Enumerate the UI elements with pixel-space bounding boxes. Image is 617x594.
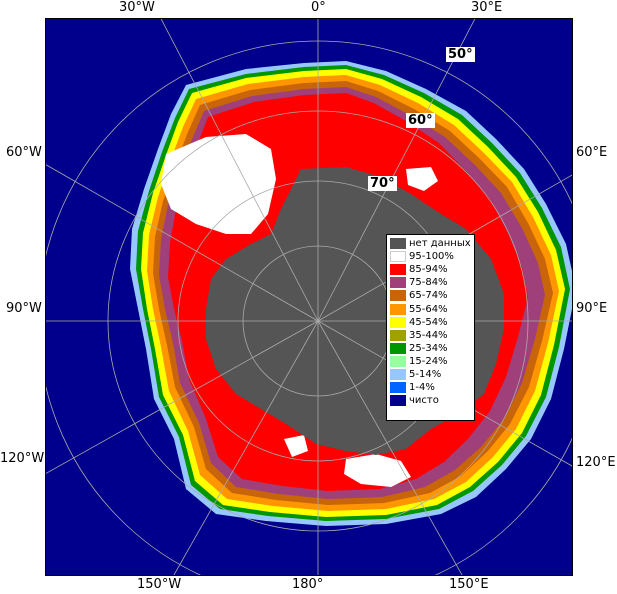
lon-label-0: 0° bbox=[311, 0, 326, 15]
lat-label-50: 50° bbox=[446, 47, 475, 62]
legend-label: 35-44% bbox=[409, 329, 448, 341]
legend-label: нет данных bbox=[409, 238, 471, 250]
lat-label-70: 70° bbox=[368, 176, 397, 191]
legend-item: 15-24% bbox=[390, 355, 471, 368]
legend-swatch bbox=[390, 290, 406, 302]
legend-label: 15-24% bbox=[409, 355, 448, 367]
legend-label: 85-94% bbox=[409, 264, 448, 276]
legend-swatch bbox=[390, 382, 406, 394]
legend-swatch bbox=[390, 238, 406, 250]
legend-swatch bbox=[390, 329, 406, 341]
lat-label-60: 60° bbox=[406, 113, 435, 128]
lon-label-30e: 30°E bbox=[471, 0, 503, 15]
legend-swatch bbox=[390, 368, 406, 380]
legend-item: 25-34% bbox=[390, 342, 471, 355]
legend-label: 95-100% bbox=[409, 251, 454, 263]
legend-swatch bbox=[390, 264, 406, 276]
meridian-30w bbox=[160, 19, 319, 322]
legend-swatch bbox=[390, 316, 406, 328]
legend-swatch bbox=[390, 277, 406, 289]
legend-label: чисто bbox=[409, 395, 439, 407]
lon-label-180: 180° bbox=[292, 577, 324, 592]
legend-label: 5-14% bbox=[409, 368, 442, 380]
meridian-150e bbox=[317, 320, 463, 575]
legend-item: 85-94% bbox=[390, 263, 471, 276]
legend-item: 1-4% bbox=[390, 381, 471, 394]
lon-label-120e: 120°E bbox=[576, 455, 616, 470]
legend-item: 35-44% bbox=[390, 329, 471, 342]
lon-label-120w: 120°W bbox=[0, 451, 45, 466]
map-legend: нет данных 95-100% 85-94% 75-84% 65-74% 55-64… bbox=[386, 234, 475, 421]
map-canvas bbox=[46, 19, 572, 575]
lon-label-60e: 60°E bbox=[576, 145, 608, 160]
lon-label-30w: 30°W bbox=[119, 0, 155, 15]
legend-swatch bbox=[390, 251, 406, 263]
lon-label-150e: 150°E bbox=[449, 577, 489, 592]
legend-label: 55-64% bbox=[409, 303, 448, 315]
ice-patch-ross bbox=[344, 454, 411, 487]
legend-item: чисто bbox=[390, 394, 471, 407]
meridian-120w bbox=[46, 320, 319, 474]
lon-label-90e: 90°E bbox=[576, 301, 608, 316]
lon-label-60w: 60°W bbox=[6, 145, 42, 160]
legend-item: 45-54% bbox=[390, 316, 471, 329]
legend-label: 1-4% bbox=[409, 382, 435, 394]
legend-swatch bbox=[390, 395, 406, 407]
legend-item: нет данных bbox=[390, 237, 471, 250]
ice-patch-weddell bbox=[161, 134, 276, 234]
legend-label: 75-84% bbox=[409, 277, 448, 289]
legend-item: 75-84% bbox=[390, 276, 471, 289]
legend-label: 25-34% bbox=[409, 342, 448, 354]
meridian-60w bbox=[46, 164, 319, 322]
legend-item: 5-14% bbox=[390, 368, 471, 381]
legend-swatch bbox=[390, 342, 406, 354]
lon-label-150w: 150°W bbox=[137, 577, 182, 592]
legend-label: 65-74% bbox=[409, 290, 448, 302]
legend-item: 65-74% bbox=[390, 289, 471, 302]
ice-patch-small-2 bbox=[284, 435, 308, 457]
lon-label-90w: 90°W bbox=[6, 301, 42, 316]
legend-swatch bbox=[390, 355, 406, 367]
legend-item: 55-64% bbox=[390, 302, 471, 315]
legend-swatch bbox=[390, 303, 406, 315]
legend-label: 45-54% bbox=[409, 316, 448, 328]
ice-patch-small-1 bbox=[406, 167, 438, 191]
legend-item: 95-100% bbox=[390, 250, 471, 263]
meridian-150w bbox=[173, 320, 319, 575]
sea-ice-map: 50° 60° 70° нет данных 95-100% 85-94% 75-84… bbox=[45, 18, 573, 576]
